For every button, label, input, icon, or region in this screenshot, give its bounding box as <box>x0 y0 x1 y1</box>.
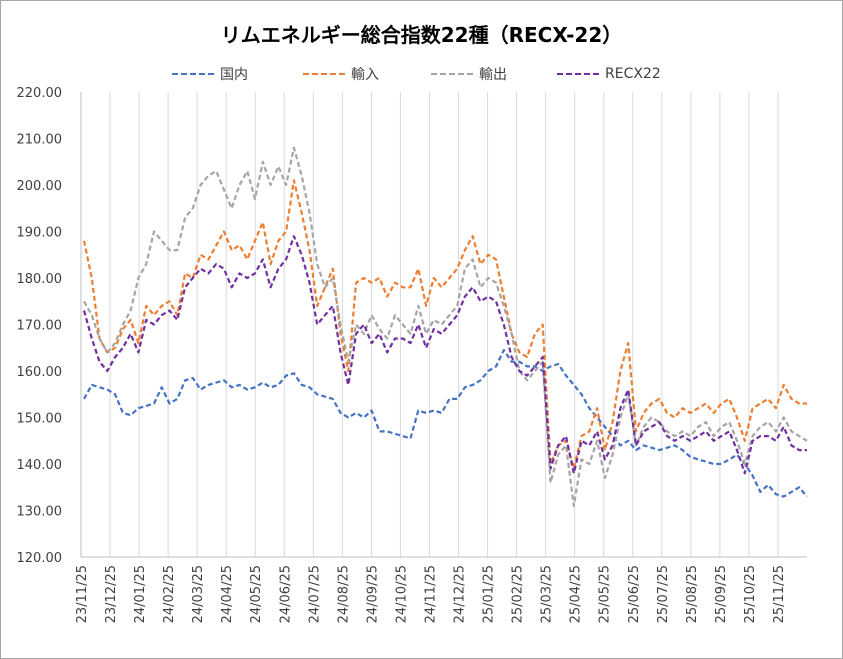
y-tick-label: 200.00 <box>17 179 63 194</box>
y-tick-label: 210.00 <box>17 133 63 148</box>
y-tick-labels: 120.00 130.00 140.00 150.00 160.00 170.00 180.… <box>17 86 63 566</box>
legend-item-recx22: RECX22 <box>557 64 661 84</box>
y-tick-label: 130.00 <box>17 505 63 520</box>
x-tick-label: 25/08/25 <box>685 565 700 623</box>
x-tick-label: 25/07/25 <box>656 565 671 623</box>
legend-line-domestic <box>172 73 214 75</box>
x-tick-label: 25/03/25 <box>540 565 555 623</box>
x-tick-labels: 23/11/25 23/12/25 24/01/25 24/02/25 24/03/25… <box>75 565 787 623</box>
grid-lines <box>109 92 779 557</box>
x-tick-label: 25/02/25 <box>511 565 526 623</box>
y-tick-label: 120.00 <box>17 551 63 566</box>
axes <box>80 92 807 558</box>
x-tick-label: 25/06/25 <box>627 565 642 623</box>
x-tick-label: 25/10/25 <box>743 565 758 623</box>
series-lines <box>82 146 808 507</box>
x-tick-label: 25/05/25 <box>598 565 613 623</box>
y-tick-label: 180.00 <box>17 272 63 287</box>
legend-label-import: 輸入 <box>351 67 379 83</box>
chart-title: リムエネルギー総合指数22種（RECX-22） <box>220 23 623 47</box>
legend-line-recx22 <box>557 73 599 75</box>
legend-line-export <box>431 73 473 75</box>
x-tick-label: 24/04/25 <box>220 565 235 623</box>
x-tick-label: 24/05/25 <box>249 565 264 623</box>
x-tick-label: 24/07/25 <box>307 565 322 623</box>
x-tick-label: 23/12/25 <box>104 565 119 623</box>
x-tick-label: 24/11/25 <box>423 565 438 623</box>
series-line-1 <box>82 179 807 470</box>
x-tick-label: 24/02/25 <box>162 565 177 623</box>
x-tick-label: 24/09/25 <box>365 565 380 623</box>
y-tick-label: 220.00 <box>17 86 63 101</box>
x-tick-label: 23/11/25 <box>75 565 90 623</box>
x-tick-label: 25/04/25 <box>569 565 584 623</box>
legend-label-export: 輸出 <box>479 67 507 83</box>
x-tick-label: 24/12/25 <box>453 565 468 623</box>
legend-label-domestic: 国内 <box>220 67 248 83</box>
x-tick-label: 24/08/25 <box>336 565 351 623</box>
legend-label-recx22: RECX22 <box>605 66 661 82</box>
y-tick-label: 160.00 <box>17 365 63 380</box>
x-tick-label: 24/01/25 <box>133 565 148 623</box>
y-tick-label: 170.00 <box>17 319 63 334</box>
series-line-2 <box>83 146 808 507</box>
x-tick-label: 24/03/25 <box>191 565 206 623</box>
y-tick-label: 190.00 <box>17 226 63 241</box>
series-line-0 <box>83 349 808 498</box>
series-line-3 <box>82 235 807 475</box>
chart-legend: 国内 輸入 輸出 RECX22 <box>0 64 843 84</box>
x-tick-label: 25/01/25 <box>482 565 497 623</box>
x-tick-label: 25/11/25 <box>772 565 787 623</box>
legend-item-import: 輸入 <box>303 64 379 84</box>
legend-line-import <box>303 73 345 75</box>
x-tick-label: 25/09/25 <box>714 565 729 623</box>
legend-item-export: 輸出 <box>431 64 507 84</box>
x-tick-label: 24/10/25 <box>394 565 409 623</box>
y-tick-label: 150.00 <box>17 412 63 427</box>
y-tick-label: 140.00 <box>17 458 63 473</box>
legend-item-domestic: 国内 <box>172 64 248 84</box>
x-tick-label: 24/06/25 <box>278 565 293 623</box>
